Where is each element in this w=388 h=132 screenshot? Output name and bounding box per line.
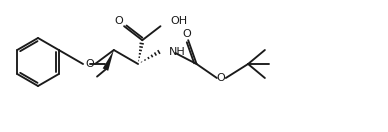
Text: NH: NH: [169, 47, 186, 57]
Text: O: O: [115, 16, 123, 26]
Text: O: O: [183, 29, 192, 39]
Text: O: O: [86, 59, 94, 69]
Polygon shape: [103, 50, 114, 71]
Text: OH: OH: [170, 16, 188, 26]
Text: O: O: [217, 73, 225, 83]
